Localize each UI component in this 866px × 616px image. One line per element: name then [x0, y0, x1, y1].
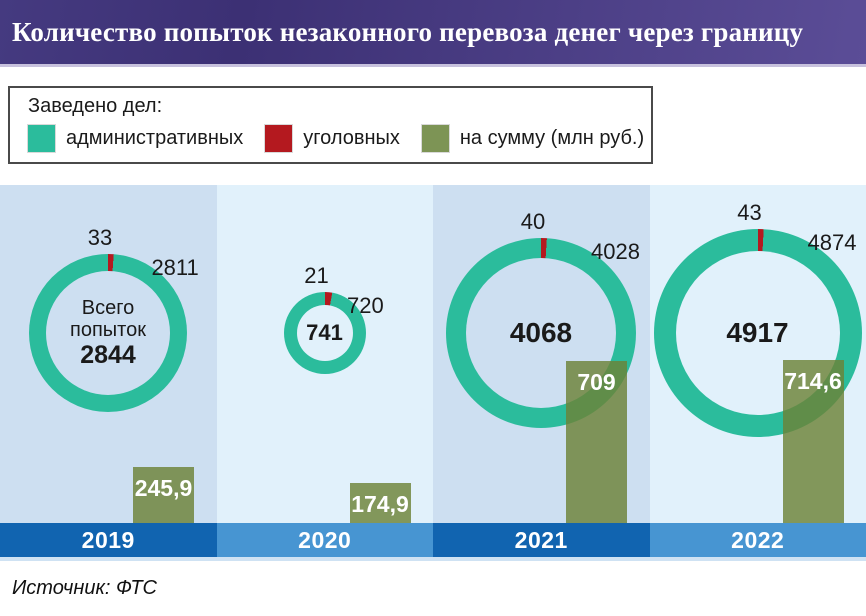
legend-items: административных уголовных на сумму (млн… [27, 124, 651, 153]
page-title: Количество попыток незаконного перевоза … [12, 16, 804, 47]
sum-swatch-icon [420, 124, 450, 153]
panel-chart-2020: 741 21 720 174,9 [216, 185, 433, 523]
legend-item-label: на сумму (млн руб.) [459, 127, 645, 149]
donut-chart: Всего попыток 2844 [29, 254, 187, 412]
year-label: 2019 [81, 526, 135, 553]
total-caption: Всего [81, 296, 135, 319]
criminal-count-label: 40 [520, 209, 546, 234]
legend-heading: Заведено дел: [28, 95, 163, 117]
panel-2020: 741 21 720 174,9 2020 [216, 185, 433, 557]
legend-item-administrative: административных [27, 124, 244, 153]
total-caption: попыток [70, 318, 146, 341]
donut-chart: 741 [283, 292, 366, 374]
sum-bar-value: 709 [577, 369, 616, 395]
total-value: 4917 [726, 317, 789, 348]
title-bar: Количество попыток незаконного перевоза … [0, 0, 866, 67]
source-note: Источник: ФТС [12, 577, 157, 599]
sum-bar-value: 714,6 [784, 368, 842, 394]
administrative-count-label: 2811 [151, 255, 199, 280]
year-band-2021: 2021 [433, 523, 650, 557]
administrative-swatch-icon [27, 124, 56, 153]
sum-bar-value: 174,9 [351, 491, 409, 517]
administrative-count-label: 720 [347, 293, 384, 318]
year-label: 2021 [514, 526, 568, 553]
panel-2021: 4068 40 4028 709 2021 [433, 185, 650, 557]
sum-bar: 245,9 [133, 467, 194, 523]
legend-item-label: административных [66, 127, 244, 149]
criminal-count-label: 21 [304, 263, 329, 288]
donut-center-label: 4068 [446, 238, 636, 428]
year-band-2022: 2022 [649, 523, 866, 557]
panel-2019: Всего попыток 2844 33 2811 245,9 2019 [0, 185, 217, 557]
year-band-2020: 2020 [216, 523, 433, 557]
year-label: 2020 [298, 526, 352, 553]
sum-bar: 714,6 [782, 360, 844, 523]
criminal-swatch-icon [264, 124, 294, 153]
panel-chart-2021: 4068 40 4028 709 [433, 185, 650, 523]
total-value: 4068 [509, 317, 573, 348]
total-value: 2844 [80, 340, 136, 369]
donut-center-label: Всего попыток 2844 [29, 254, 187, 412]
donut-center-label: 4917 [654, 229, 862, 437]
administrative-count-label: 4874 [807, 230, 857, 255]
criminal-count-label: 33 [87, 225, 113, 250]
legend-item-label: уголовных [303, 127, 400, 149]
legend-box: Заведено дел: административных уголовных… [8, 86, 653, 164]
legend-item-criminal: уголовных [264, 124, 400, 153]
administrative-count-label: 4028 [591, 239, 640, 264]
donut-hole [296, 305, 353, 361]
year-panels: Всего попыток 2844 33 2811 245,9 2019 741 21 720 1… [0, 185, 866, 557]
panel-chart-2019: Всего попыток 2844 33 2811 245,9 [0, 185, 217, 523]
year-label: 2022 [731, 526, 785, 553]
panel-2022: 4917 43 4874 714,6 2022 [649, 185, 866, 557]
criminal-count-label: 43 [737, 200, 762, 225]
sum-bar: 709 [566, 361, 627, 523]
year-band-2019: 2019 [0, 523, 217, 557]
total-value: 741 [306, 320, 343, 345]
donut-center-label: 741 [284, 292, 366, 374]
sum-bar-value: 245,9 [134, 475, 193, 501]
sum-bar: 174,9 [349, 483, 411, 523]
band-underline [0, 557, 866, 561]
panel-chart-2022: 4917 43 4874 714,6 [649, 185, 866, 523]
donut-hole [46, 271, 170, 395]
legend-item-sum: на сумму (млн руб.) [420, 124, 645, 153]
